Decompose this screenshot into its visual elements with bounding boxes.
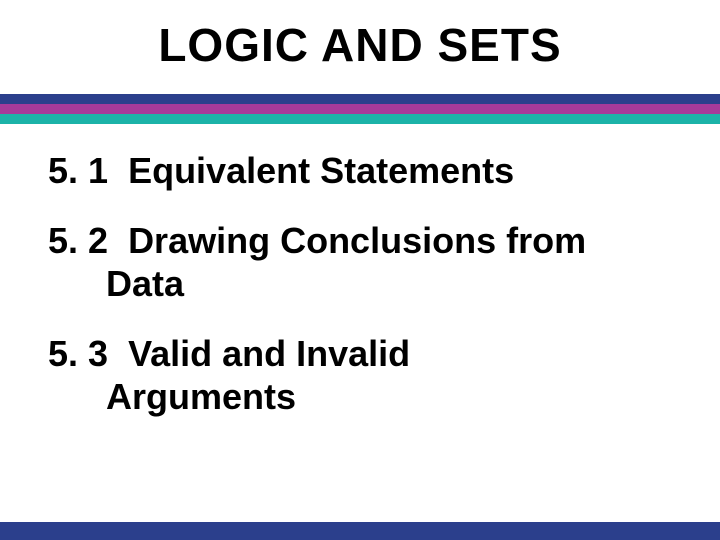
divider-stripes <box>0 94 720 124</box>
stripe-magenta <box>0 104 720 114</box>
slide: LOGIC AND SETS 5. 1 Equivalent Statement… <box>0 0 720 540</box>
section-text-cont: Arguments <box>48 376 696 418</box>
section-number: 5. 2 <box>48 220 108 261</box>
bottom-bar <box>0 522 720 540</box>
section-number: 5. 3 <box>48 333 108 374</box>
section-text: Drawing Conclusions from <box>128 220 586 261</box>
section-text-cont: Data <box>48 263 696 305</box>
content-list: 5. 1 Equivalent Statements 5. 2 Drawing … <box>48 150 696 446</box>
section-item: 5. 3 Valid and Invalid Arguments <box>48 333 696 418</box>
section-number: 5. 1 <box>48 150 108 191</box>
slide-title: LOGIC AND SETS <box>0 18 720 72</box>
section-text: Valid and Invalid <box>128 333 410 374</box>
stripe-blue <box>0 94 720 104</box>
stripe-teal <box>0 114 720 124</box>
section-text: Equivalent Statements <box>128 150 514 191</box>
section-item: 5. 1 Equivalent Statements <box>48 150 696 192</box>
section-item: 5. 2 Drawing Conclusions from Data <box>48 220 696 305</box>
